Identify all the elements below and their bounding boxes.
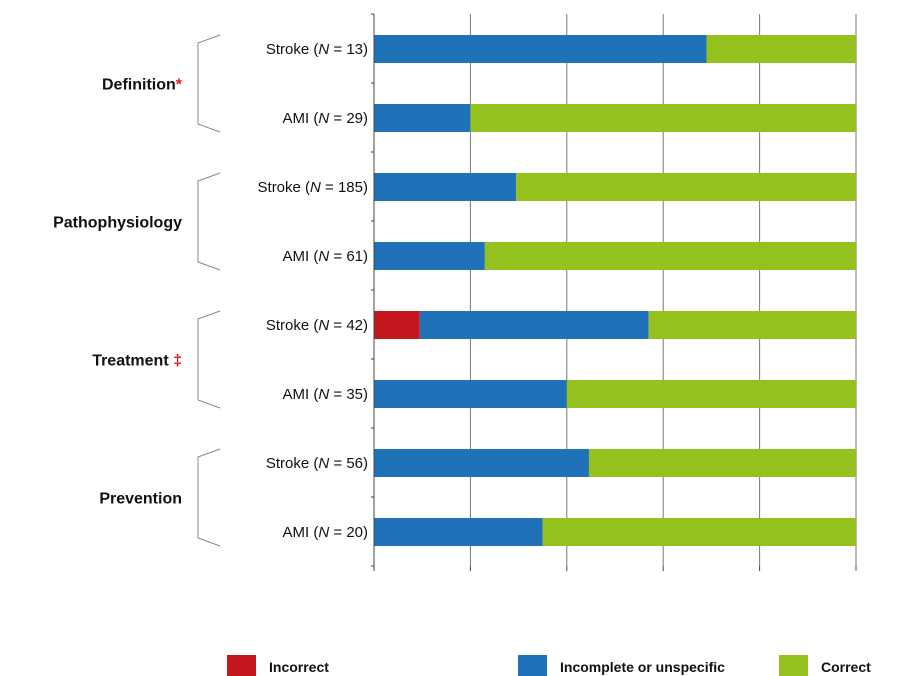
legend-swatch [227, 655, 256, 676]
legend: Incorrect Incomplete or unspecific Correct [227, 655, 871, 676]
group-label: Treatment ‡ [92, 353, 182, 370]
bars [374, 35, 856, 546]
bar-segment-correct [589, 449, 856, 477]
group-labels: Definition* Pathophysiology Treatment ‡ Pre… [53, 35, 220, 546]
row-label: AMI (N = 20) [283, 524, 368, 541]
row-label: AMI (N = 29) [283, 110, 368, 127]
y-axis [371, 14, 856, 571]
bar-segment-incomplete-or-unspecific [374, 242, 485, 270]
legend-swatch [518, 655, 547, 676]
group-bracket [198, 311, 220, 408]
bar-segment-correct [516, 173, 856, 201]
group-footnote-mark: * [176, 77, 183, 94]
bar-segment-incomplete-or-unspecific [374, 173, 516, 201]
row-label: Stroke (N = 42) [266, 317, 368, 334]
row-label: Stroke (N = 185) [258, 179, 368, 196]
row-label: AMI (N = 35) [283, 386, 368, 403]
group-bracket [198, 449, 220, 546]
row-label: Stroke (N = 56) [266, 455, 368, 472]
bar-segment-correct [543, 518, 856, 546]
row-labels: Stroke (N = 13) AMI (N = 29) Stroke (N = 1… [258, 41, 368, 541]
legend-label: Correct [821, 659, 871, 675]
bar-segment-incomplete-or-unspecific [374, 35, 707, 63]
group-bracket [198, 173, 220, 270]
group-footnote-mark: ‡ [169, 353, 182, 370]
group-label: Pathophysiology [53, 215, 182, 232]
bar-segment-correct [707, 35, 856, 63]
group-label: Definition* [102, 77, 183, 94]
row-label: AMI (N = 61) [283, 248, 368, 265]
legend-label: Incomplete or unspecific [560, 659, 725, 675]
bar-segment-correct [649, 311, 856, 339]
bar-segment-incorrect [374, 311, 420, 339]
bar-segment-incomplete-or-unspecific [374, 449, 589, 477]
legend-label: Incorrect [269, 659, 329, 675]
bar-segment-incomplete-or-unspecific [374, 518, 543, 546]
group-label: Prevention [99, 491, 182, 508]
bar-segment-correct [485, 242, 856, 270]
bar-segment-incomplete-or-unspecific [374, 104, 470, 132]
legend-swatch [779, 655, 808, 676]
bar-segment-correct [567, 380, 856, 408]
group-bracket [198, 35, 220, 132]
gridlines [470, 14, 856, 566]
bar-segment-incomplete-or-unspecific [420, 311, 649, 339]
bar-segment-correct [470, 104, 856, 132]
row-label: Stroke (N = 13) [266, 41, 368, 58]
bar-segment-incomplete-or-unspecific [374, 380, 567, 408]
